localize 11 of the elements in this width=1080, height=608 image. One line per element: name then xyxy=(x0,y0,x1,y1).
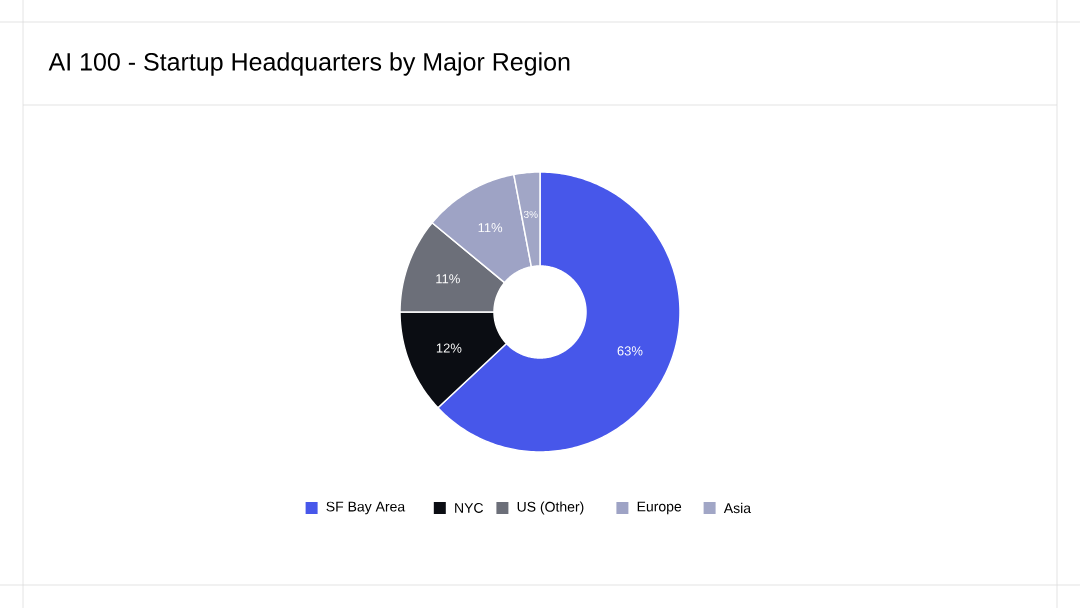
legend-label: SF Bay Area xyxy=(326,501,406,515)
data-label: 63% xyxy=(617,346,643,356)
legend-label: US (Other) xyxy=(517,501,584,515)
legend-label: Asia xyxy=(723,502,752,514)
chart-title: AI 100 - Startup Headquarters by Major Region xyxy=(48,52,570,76)
legend-label: NYC xyxy=(455,503,484,513)
data-label: 12% xyxy=(436,343,462,353)
data-label: 11% xyxy=(436,274,460,284)
legend-label: Europe xyxy=(637,501,682,515)
data-label: 11% xyxy=(478,223,503,233)
data-label: 3% xyxy=(523,210,538,218)
